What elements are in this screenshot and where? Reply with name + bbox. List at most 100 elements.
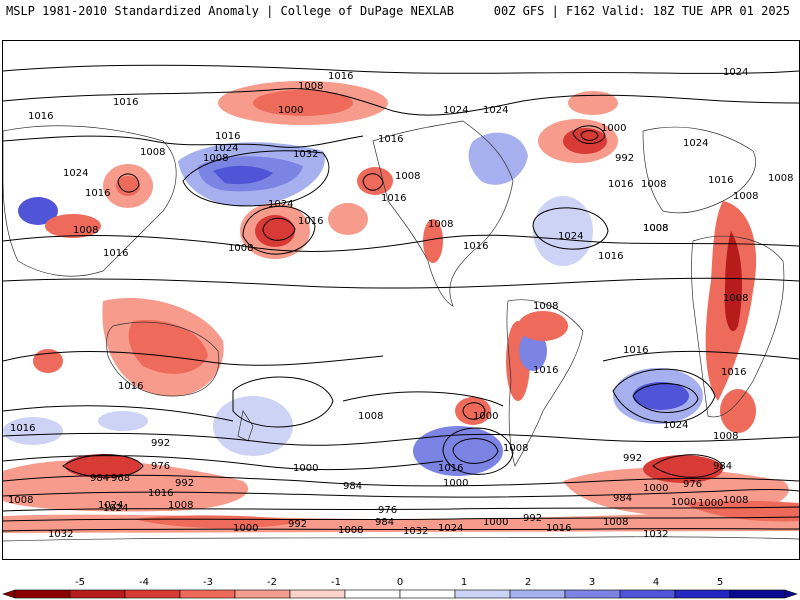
colorbar-tick-label: -2: [267, 577, 277, 588]
anomaly-shading: [3, 81, 799, 533]
colorbar-swatch: [399, 589, 456, 599]
isobar-label: 1008: [395, 171, 420, 182]
map-title: MSLP 1981-2010 Standardized Anomaly | Co…: [6, 4, 454, 18]
colorbar-swatch: [14, 589, 71, 599]
isobar-label: 1024: [723, 67, 748, 78]
isobar-label: 1024: [683, 138, 708, 149]
isobar-label: 1032: [48, 529, 73, 540]
isobar-label: 1008: [228, 243, 253, 254]
colorbar-tick-label: 3: [589, 577, 595, 588]
isobar-label: 1008: [733, 191, 758, 202]
isobar-label: 1008: [713, 431, 738, 442]
isobar-label: 1024: [438, 523, 463, 534]
isobar-label: 1024: [268, 199, 293, 210]
isobar-label: 992: [175, 478, 194, 489]
isobar-label: 1008: [641, 179, 666, 190]
colorbar-swatch: [69, 589, 126, 599]
colorbar-swatch: [124, 589, 181, 599]
isobar-label: 1008: [643, 223, 668, 234]
isobar-label: 1008: [358, 411, 383, 422]
isobar-label: 1008: [643, 223, 668, 234]
isobar-label: 1000: [601, 123, 626, 134]
isobar-label: 1016: [608, 179, 633, 190]
isobar-label: 1016: [438, 463, 463, 474]
isobar-label: 1016: [113, 97, 138, 108]
colorbar-tick-label: 5: [717, 577, 723, 588]
colorbar-tick-label: -4: [139, 577, 149, 588]
isobar-label: 1016: [598, 251, 623, 262]
colorbar-swatch: [344, 589, 401, 599]
colorbar: -5 -4 -3 -2 -1 0 1 2 3 4 5: [2, 577, 798, 599]
colorbar-tick-label: -1: [331, 577, 341, 588]
isobar-label: 984: [90, 473, 109, 484]
colorbar-tick-label: -3: [203, 577, 213, 588]
isobar-label: 968: [111, 473, 130, 484]
isobar-label: 1016: [378, 134, 403, 145]
isobar-label: 1008: [298, 81, 323, 92]
isobar-label: 1008: [503, 443, 528, 454]
colorbar-swatch: [674, 589, 731, 599]
colorbar-tick-label: 1: [461, 577, 467, 588]
isobar-label: 1016: [381, 193, 406, 204]
isobar-label: 1024: [63, 168, 88, 179]
isobar-label: 1016: [708, 175, 733, 186]
isobar-label: 1000: [278, 105, 303, 116]
isobar-label: 992: [151, 438, 170, 449]
isobar-label: 1016: [118, 381, 143, 392]
isobar-label: 984: [375, 517, 394, 528]
isobar-label: 1016: [298, 216, 323, 227]
colorbar-tick-label: 2: [525, 577, 531, 588]
isobar-label: 1016: [533, 365, 558, 376]
isobar-label: 1000: [698, 498, 723, 509]
isobar-label: 1032: [403, 526, 428, 537]
isobar-label: 1000: [233, 523, 258, 534]
isobar-label: 1008: [140, 147, 165, 158]
isobar-label: 992: [615, 153, 634, 164]
isobars: [3, 64, 799, 532]
isobar-label: 1008: [768, 173, 793, 184]
isobar-label: 1016: [148, 488, 173, 499]
colorbar-swatches: [2, 589, 798, 599]
isobar-label: 1032: [643, 529, 668, 540]
isobar-label: 984: [343, 481, 362, 492]
isobar-label: 1000: [671, 497, 696, 508]
isobar-label: 1016: [546, 523, 571, 534]
map-canvas: 1016 1008 1000 1024 1016 1008 1016 1008 …: [3, 64, 799, 542]
isobar-label: 1024: [213, 143, 238, 154]
colorbar-swatch: [454, 589, 511, 599]
colorbar-tick-label: 0: [397, 577, 403, 588]
isobar-label: 1024: [98, 500, 123, 511]
colorbar-swatch: [179, 589, 236, 599]
colorbar-swatch: [289, 589, 346, 599]
isobar-label: 976: [151, 461, 170, 472]
isobar-label: 1008: [338, 525, 363, 536]
isobar-label: 1032: [293, 149, 318, 160]
isobar-label: 1024: [663, 420, 688, 431]
colorbar-ticks: -5 -4 -3 -2 -1 0 1 2 3 4 5: [75, 577, 723, 588]
isobar-label: 1016: [721, 367, 746, 378]
isobar-label: 1000: [293, 463, 318, 474]
isobar-label: 1008: [428, 219, 453, 230]
isobar-label: 1000: [443, 478, 468, 489]
isobar-label: 976: [683, 479, 702, 490]
isobar-label: 1008: [168, 500, 193, 511]
isobar-label: 1024: [483, 105, 508, 116]
isobar-label: 984: [613, 493, 632, 504]
isobar-label: 1008: [203, 153, 228, 164]
colorbar-swatch: [509, 589, 566, 599]
colorbar-max-arrow: [784, 589, 798, 599]
isobar-label: 1024: [443, 105, 468, 116]
isobar-label: 984: [713, 461, 732, 472]
colorbar-tick-label: -5: [75, 577, 85, 588]
colorbar-swatch: [729, 589, 786, 599]
isobar-label: 992: [623, 453, 642, 464]
isobar-label: 1000: [473, 411, 498, 422]
isobar-label: 1016: [85, 188, 110, 199]
isobar-label: 992: [288, 519, 307, 530]
isobar-label: 1008: [533, 301, 558, 312]
isobar-label: 976: [378, 505, 397, 516]
isobar-label: 1008: [723, 495, 748, 506]
isobar-label: 1016: [623, 345, 648, 356]
colorbar-min-arrow: [2, 589, 16, 599]
isobar-label: 1008: [73, 225, 98, 236]
